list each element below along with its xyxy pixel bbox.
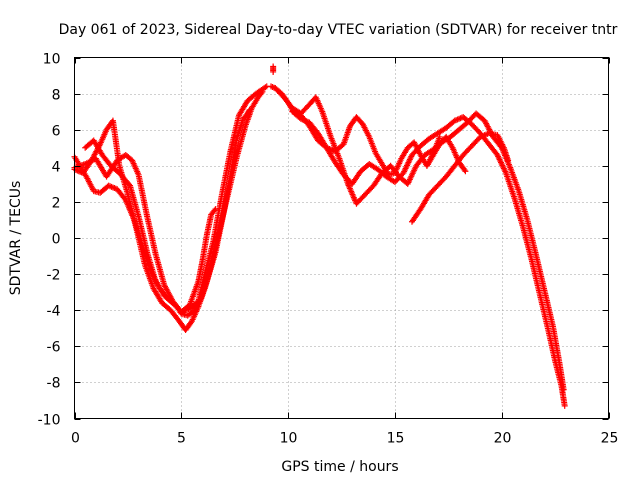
axis-ticks: [74, 57, 610, 420]
y-tick-label: -4: [47, 304, 61, 320]
data-point: [561, 402, 568, 409]
y-axis-label: SDTVAR / TECUs: [8, 181, 24, 296]
data-point: [211, 207, 218, 214]
y-tick-label: -8: [47, 376, 61, 392]
x-tick-label: 20: [494, 431, 512, 447]
data-point: [461, 166, 468, 173]
series-outliers: [270, 63, 277, 75]
series-satellite-track-C: [82, 83, 270, 316]
x-tick-labels: 0 5 10 15 20 25: [71, 431, 618, 447]
y-tick-label: 2: [52, 196, 61, 212]
x-tick-label: 15: [387, 431, 405, 447]
x-tick-label: 10: [280, 431, 298, 447]
x-tick-label: 25: [601, 431, 619, 447]
data-point: [270, 68, 277, 75]
y-tick-label: 8: [52, 88, 61, 104]
data-point: [436, 133, 443, 140]
data-point: [462, 168, 469, 175]
data-point: [262, 84, 269, 91]
y-tick-label: -10: [38, 413, 61, 429]
y-tick-label: 6: [52, 124, 61, 140]
data-point: [505, 157, 512, 164]
y-tick-label: 10: [43, 52, 61, 68]
y-tick-label: 0: [52, 232, 61, 248]
y-tick-label: 4: [52, 160, 61, 176]
y-tick-label: -6: [47, 340, 61, 356]
data-points: [71, 63, 568, 409]
y-tick-label: -2: [47, 268, 61, 284]
series-satellite-track-D: [71, 151, 219, 316]
series-satellite-track-I: [423, 133, 469, 175]
chart-title: Day 061 of 2023, Sidereal Day-to-day VTE…: [59, 22, 618, 38]
x-tick-label: 0: [71, 431, 80, 447]
y-tick-labels: -10 -8 -6 -4 -2 0 2 4 6 8 10: [38, 52, 61, 429]
data-point: [560, 386, 567, 393]
data-point: [212, 206, 219, 213]
x-tick-label: 5: [177, 431, 186, 447]
x-axis-label: GPS time / hours: [281, 459, 398, 475]
